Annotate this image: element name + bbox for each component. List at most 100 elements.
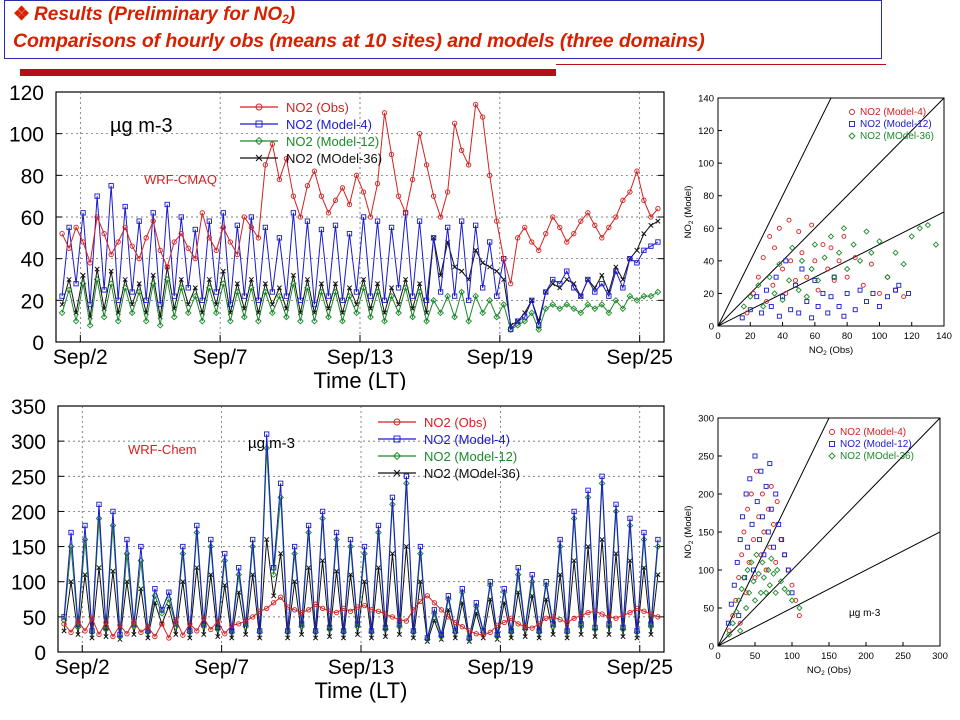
data-point bbox=[494, 622, 500, 628]
data-point bbox=[208, 572, 214, 578]
data-point bbox=[804, 274, 810, 280]
data-point bbox=[634, 605, 640, 612]
data-point bbox=[812, 258, 818, 264]
data-point bbox=[466, 628, 472, 634]
data-point bbox=[647, 292, 655, 300]
data-point bbox=[529, 572, 535, 578]
data-point bbox=[825, 266, 831, 272]
data-point bbox=[215, 618, 221, 624]
data-point bbox=[201, 615, 207, 621]
y-tick-label: 80 bbox=[703, 191, 714, 202]
y-tick-label: 140 bbox=[698, 94, 714, 105]
data-point bbox=[241, 214, 247, 220]
data-point bbox=[171, 239, 177, 245]
data-point bbox=[857, 287, 863, 293]
data-point bbox=[725, 631, 733, 638]
reference-line bbox=[718, 531, 940, 646]
data-point bbox=[841, 313, 847, 319]
data-point bbox=[276, 285, 282, 291]
data-point bbox=[145, 635, 151, 641]
y-tick-label: 50 bbox=[703, 604, 714, 615]
data-point bbox=[262, 281, 268, 287]
data-point bbox=[213, 247, 219, 253]
data-point bbox=[304, 218, 311, 224]
data-point bbox=[219, 280, 227, 288]
data-point bbox=[773, 559, 779, 565]
data-point bbox=[856, 257, 864, 264]
data-point bbox=[557, 617, 563, 623]
data-point bbox=[487, 579, 493, 585]
data-point bbox=[776, 260, 783, 268]
data-point bbox=[852, 307, 858, 313]
x-tick-label: 140 bbox=[936, 331, 952, 342]
data-point bbox=[466, 635, 472, 641]
data-point bbox=[741, 529, 747, 535]
data-point bbox=[360, 276, 367, 283]
data-point bbox=[138, 629, 144, 635]
y-axis-label-sub: 2 bbox=[688, 540, 695, 544]
data-point bbox=[437, 289, 444, 295]
data-point bbox=[156, 321, 164, 329]
data-point bbox=[763, 287, 769, 293]
data-point bbox=[641, 608, 647, 614]
data-point bbox=[269, 309, 276, 317]
data-point bbox=[627, 515, 633, 522]
data-point bbox=[494, 268, 500, 274]
data-point bbox=[793, 282, 798, 288]
y-tick-label: 40 bbox=[21, 249, 44, 272]
data-point bbox=[749, 521, 755, 527]
data-point bbox=[452, 264, 458, 270]
data-point bbox=[472, 292, 479, 300]
data-point bbox=[735, 597, 742, 604]
data-point bbox=[771, 521, 776, 527]
y-tick-label: 150 bbox=[11, 537, 46, 560]
data-point bbox=[117, 631, 123, 638]
legend-label: NO2 (MOdel-36) bbox=[860, 131, 934, 142]
x-tick-label: Sep/2 bbox=[53, 346, 108, 369]
x-axis-label-suffix: (Obs) bbox=[825, 665, 851, 676]
data-point bbox=[556, 305, 564, 313]
data-point bbox=[634, 247, 640, 253]
data-point bbox=[655, 218, 661, 224]
data-point bbox=[264, 536, 270, 543]
data-point bbox=[480, 260, 486, 266]
data-point bbox=[59, 231, 65, 237]
data-point bbox=[605, 309, 613, 317]
data-point bbox=[779, 296, 786, 304]
data-point bbox=[758, 468, 764, 474]
data-point bbox=[508, 615, 514, 621]
data-point bbox=[788, 258, 794, 264]
data-point bbox=[103, 633, 109, 640]
data-point bbox=[776, 313, 782, 319]
data-point bbox=[347, 543, 354, 550]
data-point bbox=[375, 529, 382, 536]
data-point bbox=[299, 631, 305, 637]
data-point bbox=[283, 293, 290, 299]
x-axis-label-prefix: NO bbox=[809, 345, 823, 356]
data-point bbox=[809, 222, 815, 228]
data-point bbox=[388, 151, 395, 158]
data-point bbox=[765, 506, 771, 512]
data-point bbox=[739, 514, 745, 520]
data-point bbox=[206, 218, 212, 224]
data-point bbox=[864, 299, 869, 305]
data-point bbox=[180, 632, 186, 638]
data-point bbox=[340, 605, 347, 612]
data-point bbox=[101, 287, 107, 293]
data-point bbox=[598, 301, 606, 308]
data-point bbox=[550, 621, 556, 627]
data-point bbox=[87, 301, 93, 308]
data-point bbox=[68, 629, 74, 635]
data-point bbox=[529, 239, 535, 245]
data-point bbox=[884, 274, 891, 281]
timeseries-chart-wrf-cmaq: 0 20 40 60 80 100 120 Sep/2 Sep/7 Sep/13 Sep/19 Sep… bbox=[9, 82, 673, 390]
data-point bbox=[829, 429, 835, 435]
data-point bbox=[896, 282, 902, 288]
data-point bbox=[249, 543, 257, 550]
data-point bbox=[799, 266, 805, 272]
data-point bbox=[276, 292, 283, 300]
data-point bbox=[789, 244, 796, 251]
data-point bbox=[136, 281, 142, 287]
data-point bbox=[194, 522, 200, 529]
